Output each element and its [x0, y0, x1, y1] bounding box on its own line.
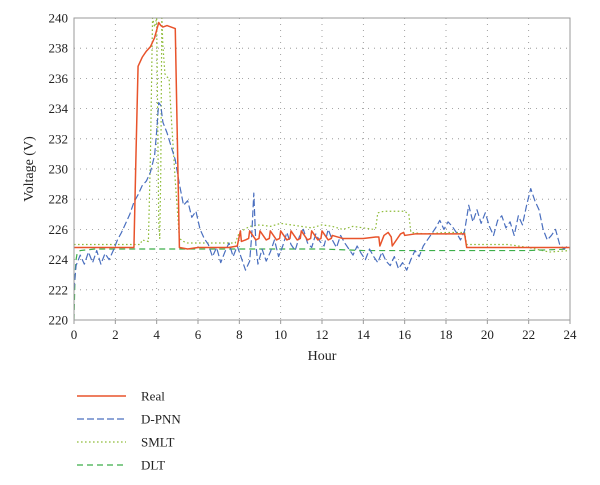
x-tick-label: 8 [236, 327, 243, 342]
legend: Real D-PNN SMLT DLT [77, 389, 181, 473]
y-tick-label: 238 [49, 41, 69, 56]
x-tick-label: 24 [564, 327, 578, 342]
series-line-real [74, 21, 570, 250]
series-line-d-pnn [74, 101, 570, 290]
x-tick-label: 16 [398, 327, 412, 342]
x-tick-label: 22 [522, 327, 535, 342]
series-layer [74, 17, 570, 321]
x-tick-label: 18 [440, 327, 453, 342]
series-line-dlt [74, 248, 570, 321]
legend-label: D-PNN [141, 412, 181, 427]
y-tick-label: 230 [49, 162, 69, 177]
x-tick-label: 12 [316, 327, 329, 342]
legend-label: DLT [141, 458, 165, 473]
x-tick-label: 10 [274, 327, 287, 342]
legend-label: Real [141, 389, 165, 404]
x-tick-labels: 0 2 4 6 8 10 12 14 16 18 20 22 24 [71, 320, 577, 342]
y-tick-label: 234 [49, 101, 69, 116]
y-tick-label: 220 [49, 313, 69, 328]
y-tick-label: 232 [49, 131, 69, 146]
x-tick-label: 0 [71, 327, 78, 342]
x-tick-label: 4 [153, 327, 160, 342]
y-tick-label: 240 [49, 11, 69, 26]
y-tick-label: 228 [49, 192, 69, 207]
y-tick-label: 224 [49, 252, 69, 267]
x-tick-label: 6 [195, 327, 202, 342]
y-tick-labels: 220 222 224 226 228 230 232 234 236 238 240 [49, 11, 69, 328]
y-axis-title: Voltage (V) [22, 136, 37, 202]
legend-label: SMLT [141, 435, 175, 450]
grid [74, 18, 570, 320]
y-tick-label: 226 [49, 222, 69, 237]
x-tick-label: 2 [112, 327, 119, 342]
x-tick-label: 14 [357, 327, 371, 342]
x-tick-label: 20 [481, 327, 494, 342]
x-axis-title: Hour [308, 349, 337, 364]
y-tick-label: 236 [49, 71, 69, 86]
y-tick-label: 222 [49, 282, 69, 297]
